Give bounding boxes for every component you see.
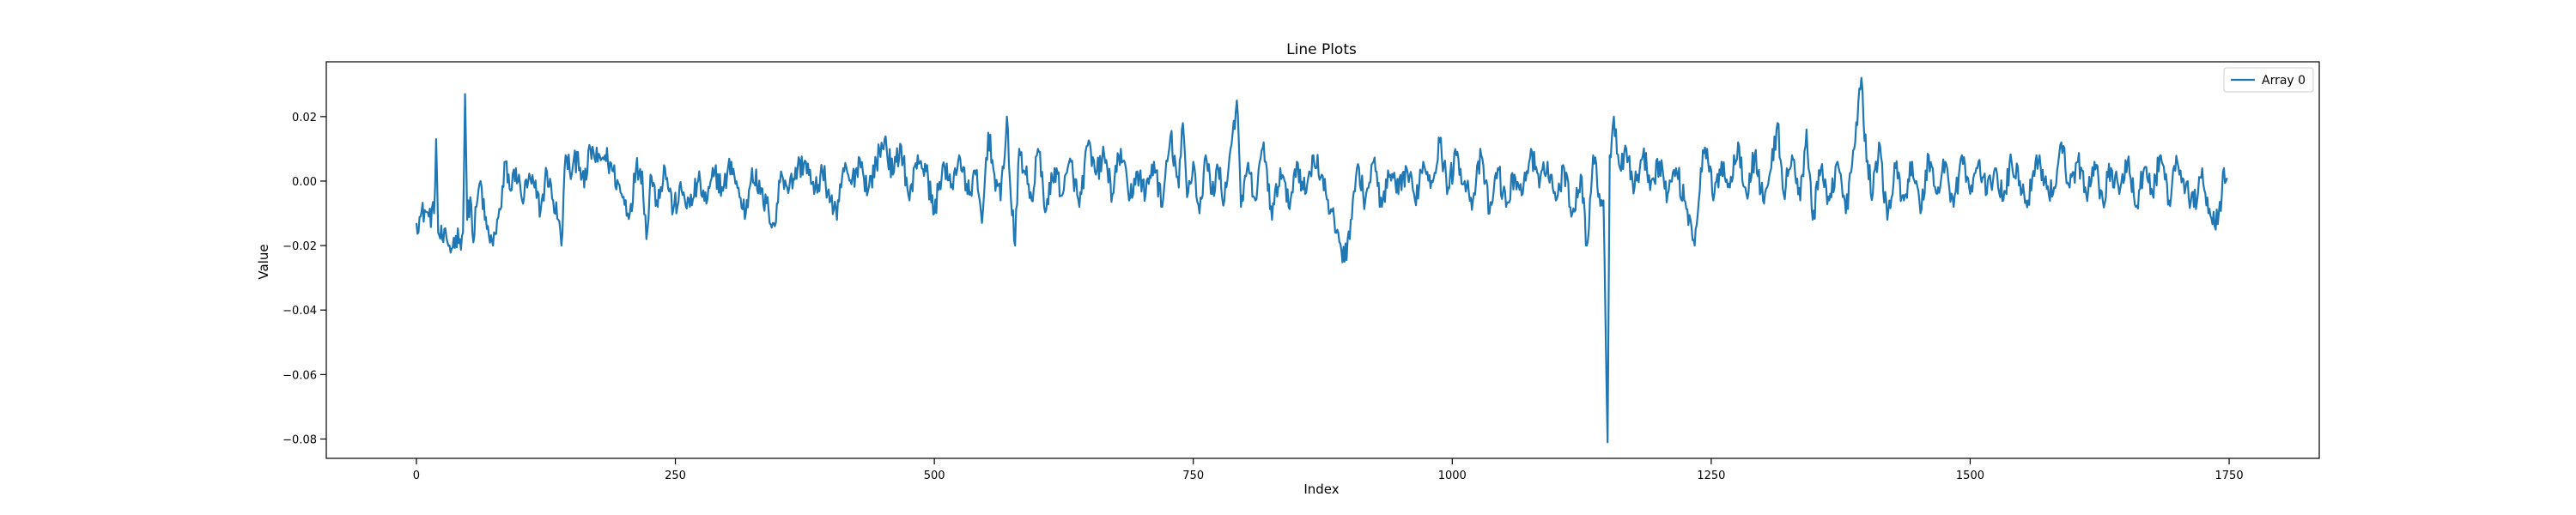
x-tick-label: 500 (924, 470, 945, 482)
y-tick-label: −0.04 (283, 305, 317, 318)
legend: Array 0 (2223, 67, 2314, 93)
x-tick-label: 1250 (1697, 470, 1725, 482)
y-tick-label: 0.02 (292, 112, 317, 124)
x-tick-label: 0 (413, 470, 420, 482)
x-tick-label: 1000 (1438, 470, 1467, 482)
x-tick-label: 250 (665, 470, 686, 482)
chart-title: Line Plots (1286, 41, 1357, 58)
axes-layer: 0 250 500 750 1000 1250 1500 1750 −0.08 −0.06 −0.0… (283, 61, 2320, 482)
legend-label: Array 0 (2262, 74, 2306, 88)
x-tick-label: 1750 (2215, 470, 2244, 482)
series-line-0 (415, 76, 2228, 444)
plot-frame (325, 61, 2320, 459)
x-tick-label: 1500 (1956, 470, 1984, 482)
y-tick-label: 0.00 (292, 176, 317, 189)
y-tick-label: −0.02 (283, 240, 317, 253)
y-axis-label: Value (256, 244, 271, 279)
plot-layer (415, 76, 2228, 444)
x-axis-label: Index (1303, 482, 1339, 497)
y-tick-label: −0.08 (283, 433, 317, 446)
legend-box (2223, 67, 2314, 93)
y-tick-label: −0.06 (283, 369, 317, 382)
x-tick-label: 750 (1182, 470, 1204, 482)
